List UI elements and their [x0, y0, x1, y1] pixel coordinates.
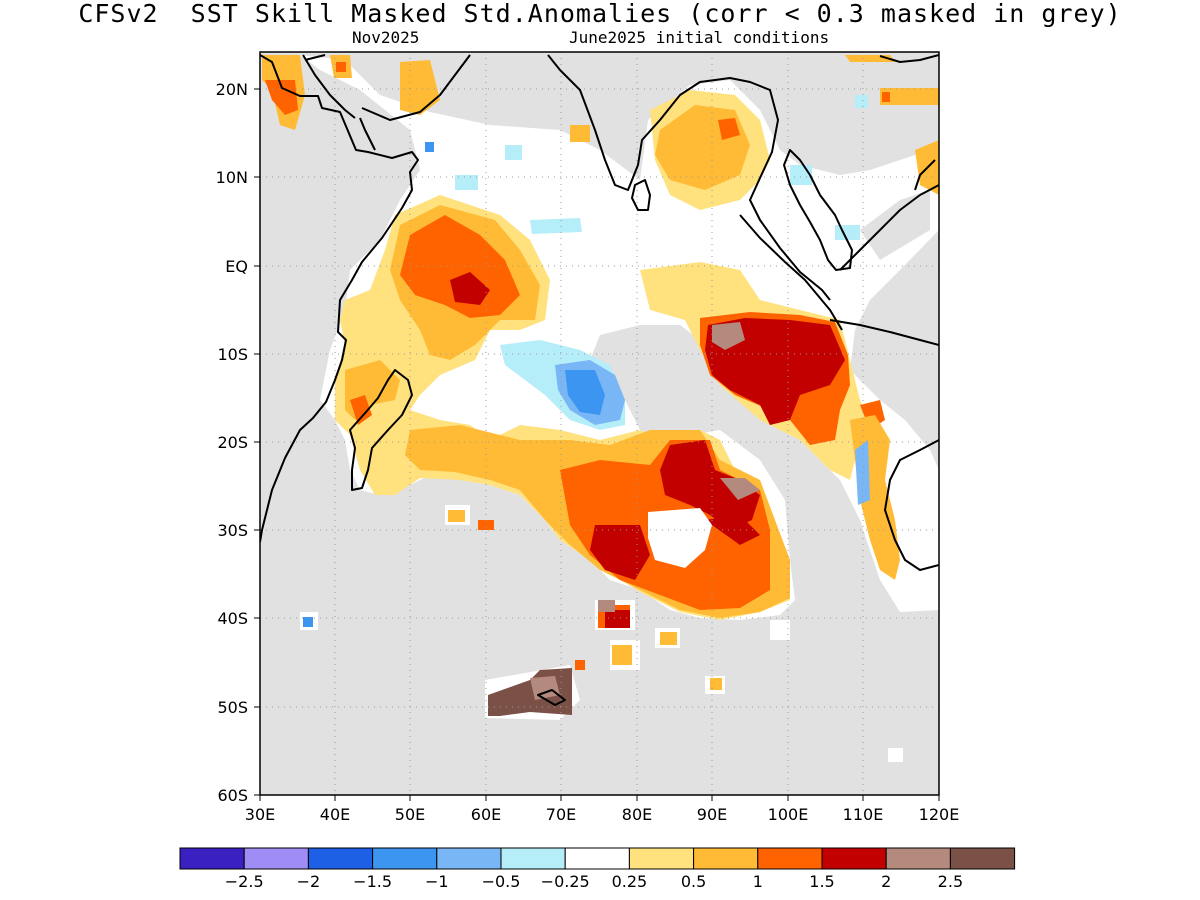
axis-ticks: [254, 88, 940, 801]
lat-label: 10N: [216, 168, 248, 187]
lat-label: 50S: [217, 698, 248, 717]
colorbar-label: −1.5: [353, 872, 392, 891]
colorbar-label: −0.25: [541, 872, 590, 891]
longitude-labels: 30E 40E 50E 60E 70E 80E 90E 100E 110E 12…: [245, 805, 960, 824]
colorbar: −2.5 −2 −1.5 −1 −0.5 −0.25 0.25 0.5 1 1.5 2 2.5: [179, 847, 1016, 891]
colorbar-swatch: [757, 847, 823, 870]
colorbar-label: 1.5: [809, 872, 834, 891]
lon-label: 70E: [546, 805, 576, 824]
lon-label: 110E: [843, 805, 884, 824]
colorbar-swatch: [307, 847, 374, 870]
lat-label: EQ: [225, 257, 248, 276]
lat-label: 20N: [216, 80, 248, 99]
map-frame: [259, 51, 940, 796]
target-month-label: Nov2025: [352, 28, 420, 47]
colorbar-label: 1: [753, 872, 763, 891]
lon-label: 40E: [320, 805, 350, 824]
init-conditions-label: June2025 initial conditions: [569, 28, 830, 47]
lat-label: 30S: [217, 521, 248, 540]
lon-label: 30E: [245, 805, 275, 824]
lat-label: 20S: [217, 433, 248, 452]
colorbar-swatch: [436, 847, 502, 870]
colorbar-swatch: [500, 847, 566, 870]
colorbar-label: 2.5: [938, 872, 963, 891]
colorbar-label: 0.25: [612, 872, 648, 891]
colorbar-swatch: [693, 847, 759, 870]
lon-label: 90E: [697, 805, 727, 824]
colorbar-swatch: [564, 847, 630, 870]
lon-label: 100E: [768, 805, 809, 824]
lon-label: 50E: [395, 805, 425, 824]
colorbar-label: −0.5: [482, 872, 521, 891]
colorbar-swatch: [243, 847, 309, 870]
colorbar-label: −1: [425, 872, 449, 891]
coastlines: [260, 54, 939, 706]
colorbar-swatch: [821, 847, 887, 870]
lon-label: 120E: [919, 805, 960, 824]
map-plot-area: [260, 52, 939, 795]
colorbar-swatch: [372, 847, 438, 870]
colorbar-swatch: [949, 847, 1016, 870]
lat-label: 40S: [217, 609, 248, 628]
lon-label: 80E: [622, 805, 652, 824]
latitude-labels: 20N 10N EQ 10S 20S 30S 40S 50S 60S: [216, 80, 248, 805]
colorbar-swatch: [179, 847, 245, 870]
colorbar-label: 0.5: [681, 872, 706, 891]
lat-label: 60S: [217, 786, 248, 805]
colorbar-swatch: [885, 847, 951, 870]
lat-label: 10S: [217, 345, 248, 364]
colorbar-label: −2: [297, 872, 321, 891]
colorbar-swatch: [628, 847, 695, 870]
colorbar-label: 2: [881, 872, 891, 891]
map-title: CFSv2 SST Skill Masked Std.Anomalies (co…: [78, 0, 1122, 28]
lon-label: 60E: [471, 805, 501, 824]
colorbar-label: −2.5: [225, 872, 264, 891]
